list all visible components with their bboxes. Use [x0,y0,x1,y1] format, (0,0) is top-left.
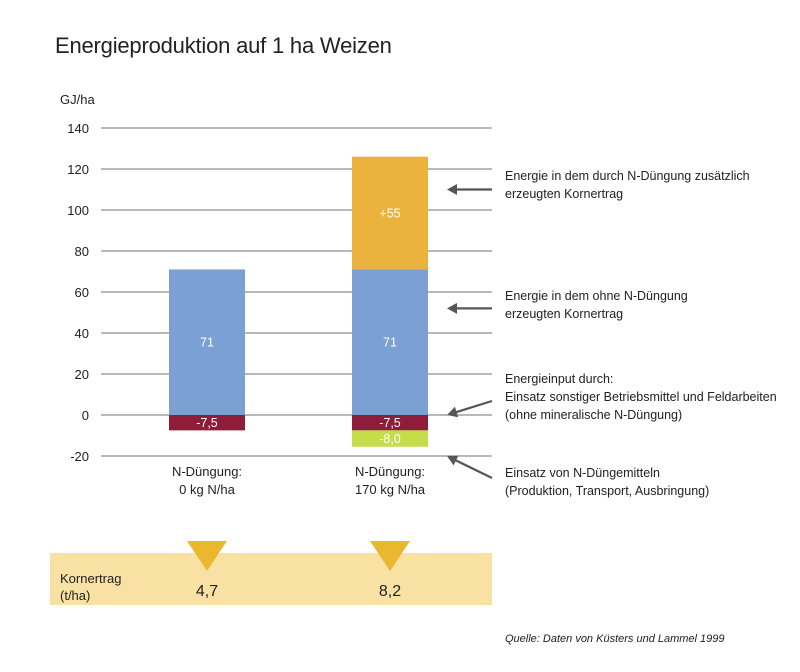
source-note: Quelle: Daten von Küsters und Lammel 199… [505,633,725,645]
yield-marker-triangle [370,541,410,571]
annotation-text: Energie in dem ohne N-Düngung erzeugten K… [505,289,688,321]
yield-value: 4,7 [196,583,218,600]
y-tick-label: 80 [75,244,89,259]
arrow-head [447,455,459,466]
bar-value-label: -7,5 [196,416,218,430]
chart-title: Energieproduktion auf 1 ha Weizen [55,33,392,58]
y-tick-label: -20 [70,449,89,464]
x-category-label: 170 kg N/ha [355,482,426,497]
y-tick-label: 0 [82,408,89,423]
bar-segment-base [352,269,428,415]
y-tick-label: 100 [67,203,89,218]
bar-value-label: 71 [200,336,214,350]
y-axis-label: GJ/ha [60,92,95,107]
arrow-head [447,184,457,195]
x-category-label: N-Düngung: [172,464,242,479]
y-tick-label: 20 [75,367,89,382]
x-category-label: 0 kg N/ha [179,482,235,497]
yield-value: 8,2 [379,583,401,600]
bar-value-label: +55 [379,207,400,221]
arrow-head [447,302,457,314]
annotation-arrow [453,399,493,414]
bar-value-label: 71 [383,336,397,350]
bar-segment-input_other [352,415,428,431]
yield-marker-triangle [187,541,227,571]
bar-segment-input_n [352,430,428,447]
bar-segment-base [169,269,245,415]
bar-segment-extra [352,156,428,270]
x-category-label: N-Düngung: [355,464,425,479]
annotation-text: Energie in dem durch N-Düngung zusätzlic… [505,169,750,201]
yield-band [50,553,492,605]
bar-value-label: -8,0 [379,432,401,446]
yield-label: Kornertrag (t/ha) [60,571,122,603]
y-tick-label: 120 [67,162,89,177]
annotation-text: Einsatz von N-Düngemitteln (Produktion, T… [505,466,710,498]
annotation-arrow [452,458,493,479]
bar-segment-input_other [169,415,245,431]
bar-value-label: -7,5 [379,416,401,430]
y-tick-label: 40 [75,326,89,341]
annotation-text: Energieinput durch: Einsatz sonstiger Bet… [505,372,777,422]
y-tick-label: 140 [67,121,89,136]
arrow-head [447,406,459,418]
y-tick-label: 60 [75,285,89,300]
